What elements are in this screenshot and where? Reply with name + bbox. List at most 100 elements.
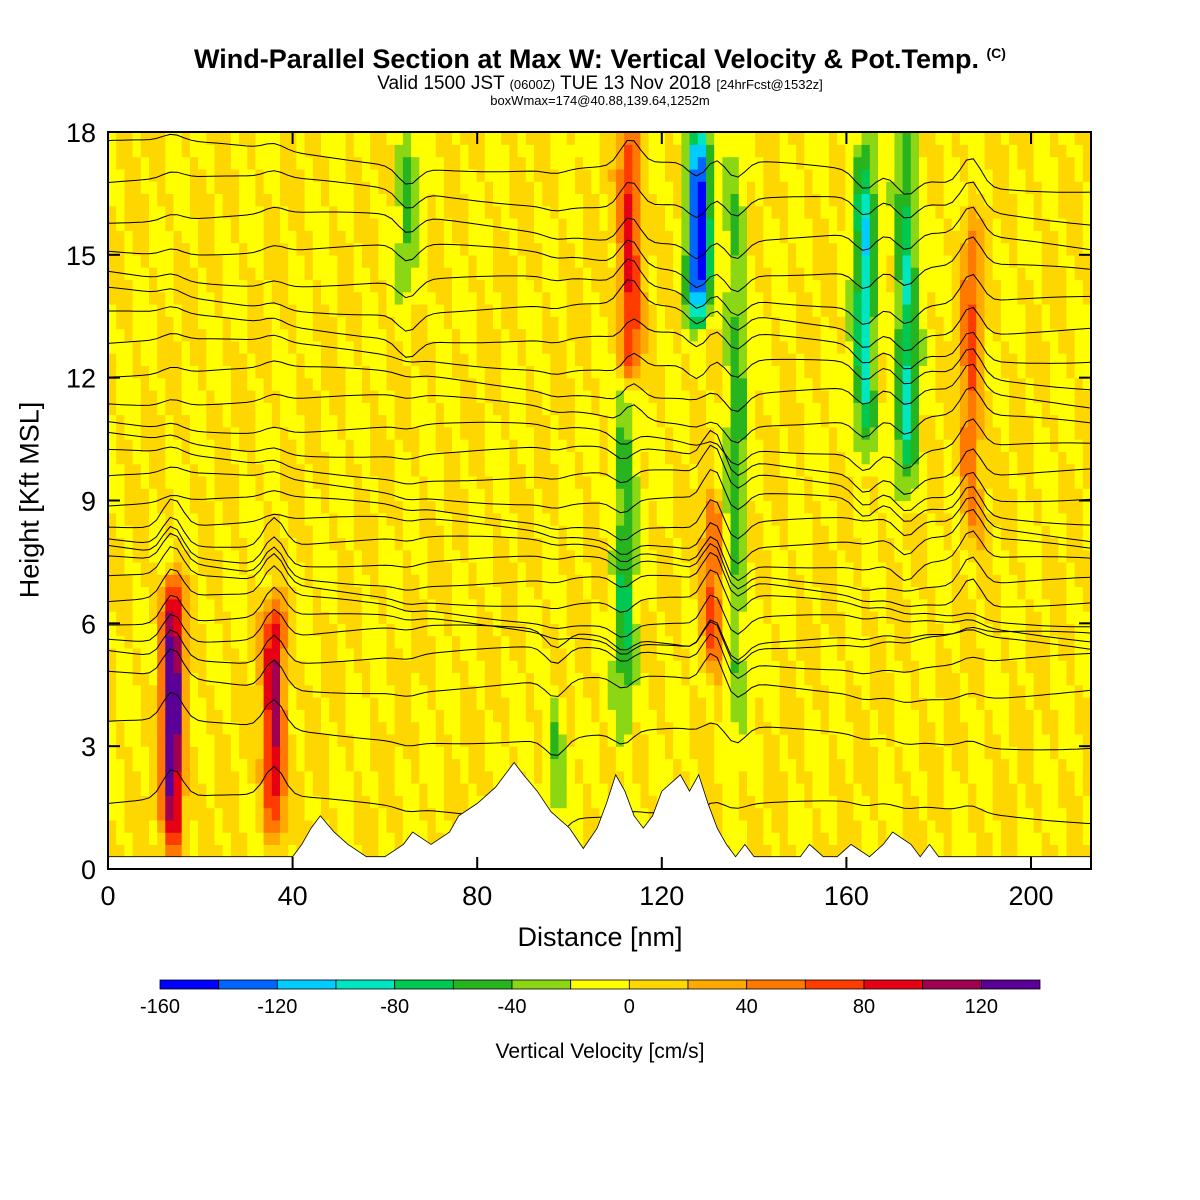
- velocity-cell: [738, 697, 748, 710]
- velocity-cell: [394, 340, 404, 354]
- velocity-cell: [648, 746, 658, 760]
- velocity-cell: [329, 156, 338, 170]
- velocity-cell: [689, 144, 699, 158]
- velocity-cell: [198, 242, 207, 256]
- velocity-cell: [673, 733, 682, 747]
- velocity-cell: [591, 537, 601, 551]
- velocity-cell: [419, 254, 429, 268]
- velocity-cell: [132, 340, 142, 354]
- velocity-cell: [353, 721, 363, 735]
- velocity-cell: [493, 168, 502, 182]
- velocity-cell: [132, 672, 142, 686]
- velocity-cell: [558, 242, 568, 256]
- velocity-cell: [681, 463, 691, 477]
- velocity-cell: [501, 537, 510, 551]
- velocity-cell: [574, 132, 584, 145]
- velocity-cell: [509, 721, 519, 735]
- velocity-cell: [443, 279, 453, 293]
- velocity-cell: [394, 770, 404, 784]
- velocity-cell: [411, 635, 420, 649]
- velocity-cell: [222, 316, 232, 330]
- velocity-cell: [386, 832, 396, 845]
- velocity-cell: [329, 132, 338, 145]
- velocity-cell: [419, 402, 429, 416]
- velocity-cell: [722, 316, 732, 330]
- velocity-cell: [345, 156, 355, 170]
- velocity-cell: [280, 635, 289, 649]
- velocity-cell: [386, 463, 396, 477]
- velocity-cell: [222, 230, 232, 244]
- velocity-cell: [738, 684, 748, 698]
- velocity-cell: [108, 193, 117, 207]
- velocity-cell: [108, 770, 117, 784]
- velocity-cell: [665, 291, 674, 305]
- velocity-cell: [402, 230, 412, 244]
- velocity-cell: [722, 156, 732, 170]
- velocity-cell: [476, 328, 486, 342]
- velocity-cell: [656, 586, 666, 600]
- velocity-cell: [124, 463, 134, 477]
- velocity-cell: [534, 684, 543, 698]
- velocity-cell: [640, 390, 650, 403]
- velocity-cell: [583, 611, 592, 624]
- velocity-cell: [198, 844, 207, 858]
- velocity-cell: [525, 623, 535, 637]
- velocity-cell: [132, 475, 142, 489]
- velocity-cell: [460, 205, 469, 219]
- velocity-cell: [443, 537, 453, 551]
- velocity-cell: [656, 770, 666, 784]
- velocity-cell: [116, 586, 125, 600]
- velocity-cell: [484, 254, 494, 268]
- velocity-cell: [157, 377, 166, 391]
- velocity-cell: [198, 832, 207, 845]
- velocity-cell: [443, 267, 453, 280]
- velocity-cell: [542, 353, 551, 366]
- velocity-cell: [558, 291, 568, 305]
- velocity-cell: [697, 156, 707, 170]
- velocity-cell: [665, 598, 674, 612]
- velocity-cell: [132, 746, 142, 760]
- velocity-cell: [427, 574, 437, 588]
- velocity-cell: [255, 807, 265, 821]
- velocity-cell: [648, 316, 658, 330]
- velocity-cell: [124, 377, 134, 391]
- velocity-cell: [656, 353, 666, 366]
- velocity-cell: [214, 746, 224, 760]
- velocity-cell: [116, 316, 125, 330]
- velocity-cell: [214, 328, 224, 342]
- velocity-cell: [747, 660, 756, 674]
- velocity-cell: [239, 402, 248, 416]
- velocity-cell: [493, 525, 502, 538]
- velocity-cell: [493, 697, 502, 710]
- velocity-cell: [386, 684, 396, 698]
- velocity-cell: [763, 193, 773, 207]
- velocity-cell: [271, 402, 281, 416]
- velocity-cell: [296, 328, 306, 342]
- velocity-cell: [566, 328, 576, 342]
- velocity-cell: [730, 230, 740, 244]
- velocity-cell: [648, 500, 658, 514]
- velocity-cell: [321, 254, 330, 268]
- velocity-cell: [501, 525, 510, 538]
- velocity-cell: [378, 291, 388, 305]
- velocity-cell: [501, 291, 510, 305]
- velocity-cell: [476, 525, 486, 538]
- velocity-cell: [501, 144, 510, 158]
- velocity-cell: [706, 168, 715, 182]
- velocity-cell: [452, 267, 461, 280]
- velocity-cell: [173, 254, 183, 268]
- velocity-cell: [280, 770, 289, 784]
- velocity-cell: [189, 819, 199, 833]
- velocity-cell: [206, 181, 216, 194]
- velocity-cell: [534, 439, 543, 452]
- velocity-cell: [697, 611, 707, 624]
- velocity-cell: [132, 439, 142, 452]
- velocity-cell: [771, 783, 781, 796]
- velocity-cell: [247, 660, 257, 674]
- velocity-cell: [157, 279, 166, 293]
- velocity-cell: [329, 181, 338, 194]
- velocity-cell: [755, 230, 764, 244]
- velocity-cell: [468, 574, 478, 588]
- velocity-cell: [525, 451, 535, 465]
- velocity-cell: [189, 770, 199, 784]
